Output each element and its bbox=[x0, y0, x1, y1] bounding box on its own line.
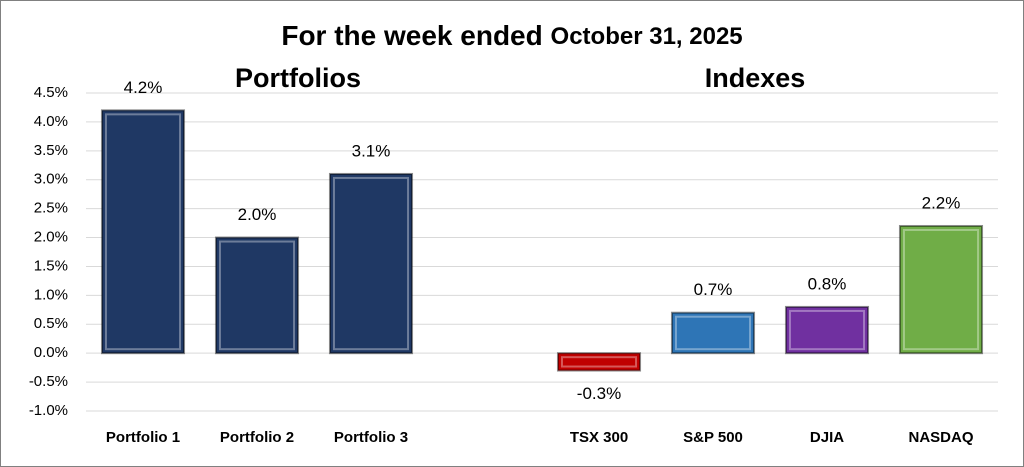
bar bbox=[670, 311, 756, 355]
bar-bevel bbox=[332, 176, 410, 351]
value-label: -0.3% bbox=[577, 384, 621, 403]
value-label: 0.8% bbox=[808, 274, 847, 293]
x-tick-label: NASDAQ bbox=[908, 429, 973, 446]
y-tick-label: 3.0% bbox=[34, 171, 68, 188]
bar-bevel bbox=[788, 309, 866, 351]
x-tick-label: TSX 300 bbox=[570, 429, 628, 446]
title-date: October 31, 2025 bbox=[551, 23, 743, 50]
y-tick-label: 0.0% bbox=[34, 344, 68, 361]
bar bbox=[556, 352, 642, 372]
chart-title: For the week ended October 31, 2025 bbox=[281, 20, 742, 51]
y-tick-label: 3.5% bbox=[34, 142, 68, 159]
value-label: 3.1% bbox=[352, 141, 391, 160]
y-tick-label: 4.5% bbox=[34, 84, 68, 101]
bar-bevel bbox=[104, 113, 182, 351]
y-tick-label: 1.0% bbox=[34, 286, 68, 303]
y-tick-label: 2.5% bbox=[34, 200, 68, 217]
y-tick-label: -0.5% bbox=[29, 373, 68, 390]
bar-bevel bbox=[560, 356, 638, 368]
y-tick-label: 1.5% bbox=[34, 257, 68, 274]
group-label: Portfolios bbox=[235, 63, 361, 93]
x-tick-label: S&P 500 bbox=[683, 429, 743, 446]
bar-bevel bbox=[674, 315, 752, 351]
x-tick-label: DJIA bbox=[810, 429, 844, 446]
x-tick-label: Portfolio 2 bbox=[220, 429, 294, 446]
x-tick-label: Portfolio 1 bbox=[106, 429, 180, 446]
bar bbox=[100, 109, 186, 355]
bar bbox=[784, 305, 870, 355]
y-tick-label: -1.0% bbox=[29, 402, 68, 419]
y-tick-label: 0.5% bbox=[34, 315, 68, 332]
value-label: 4.2% bbox=[124, 78, 163, 97]
group-label: Indexes bbox=[705, 63, 806, 93]
bar-bevel bbox=[218, 240, 296, 351]
bar bbox=[214, 236, 300, 355]
value-label: 2.2% bbox=[922, 193, 961, 212]
bar-bevel bbox=[902, 228, 980, 351]
bar bbox=[328, 172, 414, 355]
y-tick-label: 4.0% bbox=[34, 113, 68, 130]
value-label: 0.7% bbox=[694, 280, 733, 299]
title-main: For the week ended bbox=[281, 20, 542, 51]
y-tick-label: 2.0% bbox=[34, 229, 68, 246]
bar bbox=[898, 224, 984, 355]
x-tick-label: Portfolio 3 bbox=[334, 429, 408, 446]
value-label: 2.0% bbox=[238, 205, 277, 224]
